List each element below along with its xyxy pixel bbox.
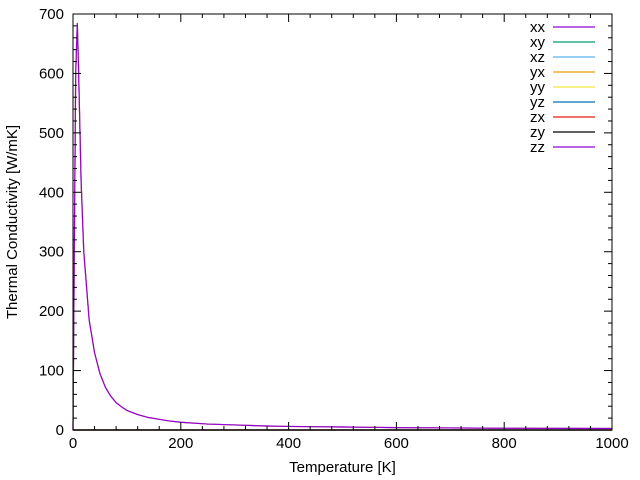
x-tick-label: 800: [492, 435, 517, 452]
legend-label-xx: xx: [530, 19, 546, 36]
legend-label-xy: xy: [530, 34, 546, 51]
y-tick-label: 400: [39, 184, 64, 201]
legend-label-zz: zz: [530, 139, 545, 156]
legend-label-xz: xz: [530, 49, 545, 66]
y-tick-label: 100: [39, 363, 64, 380]
legend-label-zy: zy: [530, 124, 546, 141]
x-tick-label: 600: [384, 435, 409, 452]
y-tick-label: 700: [39, 6, 64, 23]
x-tick-label: 0: [69, 435, 77, 452]
ticks-layer: [72, 13, 613, 431]
x-tick-label: 200: [168, 435, 193, 452]
y-tick-label: 0: [56, 422, 64, 439]
legend-label-yz: yz: [530, 94, 545, 111]
legend-label-yx: yx: [530, 64, 546, 81]
x-tick-label: 1000: [595, 435, 628, 452]
plot-frame: [72, 13, 613, 431]
y-tick-label: 600: [39, 65, 64, 82]
x-axis-title: Temperature [K]: [289, 459, 396, 476]
y-tick-label: 300: [39, 244, 64, 261]
y-axis-title: Thermal Conductivity [W/mK]: [4, 125, 21, 319]
y-tick-label: 500: [39, 125, 64, 142]
y-tick-label: 200: [39, 303, 64, 320]
tick-labels-layer: 0 200 400 600 800 1000 0 100 200 300 400 500 600 700: [39, 6, 629, 452]
series-line-zz: [72, 22, 613, 431]
x-tick-label: 400: [276, 435, 301, 452]
legend-label-zx: zx: [530, 109, 546, 126]
legend-label-yy: yy: [530, 79, 546, 96]
